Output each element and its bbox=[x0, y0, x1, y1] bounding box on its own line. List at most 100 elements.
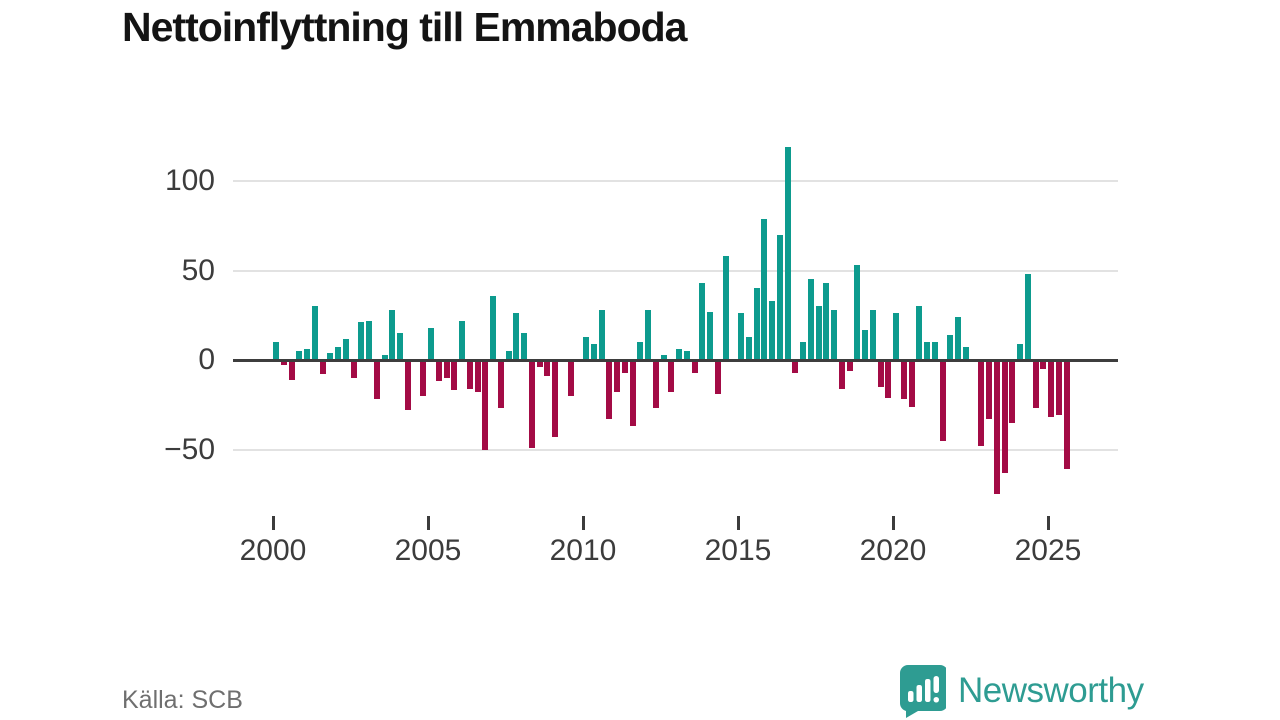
bar-quarter-2015Q4 bbox=[761, 218, 768, 360]
bar-quarter-2018Q1 bbox=[831, 309, 837, 360]
bar-quarter-2002Q3 bbox=[350, 360, 357, 378]
bar-quarter-2020Q4 bbox=[916, 306, 923, 360]
bar-quarter-2004Q2 bbox=[404, 360, 411, 411]
bar-quarter-2009Q1 bbox=[552, 360, 558, 437]
bar-quarter-2007Q1 bbox=[490, 295, 496, 360]
bar-quarter-2009Q3 bbox=[567, 360, 574, 396]
y-axis-label-100: 100 bbox=[164, 164, 215, 197]
zero-axis-line bbox=[233, 358, 1118, 362]
bar-quarter-2000Q2 bbox=[280, 360, 287, 366]
bar-quarter-2022Q1 bbox=[955, 317, 961, 360]
bar-quarter-2025Q3 bbox=[1063, 360, 1070, 470]
bar-quarter-2006Q1 bbox=[459, 320, 465, 360]
bar-quarter-2022Q4 bbox=[978, 360, 985, 446]
bar-quarter-2006Q3 bbox=[474, 360, 481, 393]
gridline-y50 bbox=[233, 269, 1118, 272]
y-axis-label--50: −50 bbox=[164, 432, 215, 466]
y-axis-label-0: 0 bbox=[198, 343, 215, 376]
bar-quarter-2007Q3 bbox=[505, 351, 512, 360]
bar-quarter-2010Q2 bbox=[590, 343, 597, 360]
bar-quarter-2008Q4 bbox=[544, 360, 551, 377]
newsworthy-logo-icon bbox=[900, 665, 946, 718]
bar-quarter-2019Q4 bbox=[885, 360, 892, 398]
bar-quarter-2023Q4 bbox=[1009, 360, 1016, 423]
bar-quarter-2023Q3 bbox=[1001, 360, 1008, 473]
gridline-y100 bbox=[233, 180, 1118, 182]
bar-quarter-2017Q1 bbox=[800, 342, 806, 360]
bar-quarter-2017Q3 bbox=[815, 306, 822, 360]
x-axis-label-2025: 2025 bbox=[1014, 534, 1082, 567]
newsworthy-logo: Newsworthy bbox=[896, 664, 1144, 718]
bar-quarter-2012Q1 bbox=[645, 309, 651, 360]
bar-quarter-2006Q2 bbox=[466, 360, 473, 389]
bar-quarter-2012Q3 bbox=[660, 354, 667, 360]
bar-quarter-2016Q4 bbox=[792, 360, 799, 373]
bar-quarter-2020Q3 bbox=[908, 360, 915, 407]
bar-quarter-2010Q4 bbox=[606, 360, 613, 420]
bar-quarter-2000Q3 bbox=[288, 360, 295, 380]
bar-quarter-2013Q3 bbox=[691, 360, 698, 373]
bar-quarter-2005Q1 bbox=[428, 327, 434, 360]
bar-quarter-2020Q2 bbox=[900, 360, 907, 400]
bar-quarter-2017Q2 bbox=[807, 279, 814, 360]
bar-quarter-2014Q1 bbox=[707, 311, 713, 360]
bar-quarter-2003Q4 bbox=[389, 309, 396, 360]
bar-quarter-2016Q1 bbox=[769, 300, 775, 360]
bar-quarter-2008Q2 bbox=[528, 360, 535, 448]
bar-quarter-2002Q4 bbox=[358, 322, 365, 360]
bar-quarter-2014Q2 bbox=[714, 360, 721, 394]
bar-quarter-2018Q2 bbox=[838, 360, 845, 389]
bar-quarter-2012Q2 bbox=[652, 360, 659, 409]
bar-quarter-2024Q3 bbox=[1032, 360, 1039, 409]
bar-quarter-2005Q2 bbox=[435, 360, 442, 382]
bar-quarter-2019Q2 bbox=[869, 309, 876, 360]
x-axis-tick-2025 bbox=[1046, 516, 1050, 530]
bar-quarter-2008Q1 bbox=[521, 333, 527, 360]
x-axis-tick-2005 bbox=[426, 516, 430, 530]
bar-quarter-2018Q4 bbox=[854, 265, 861, 360]
x-axis-tick-2010 bbox=[581, 516, 585, 530]
bar-quarter-2024Q1 bbox=[1017, 343, 1023, 360]
bar-quarter-2006Q4 bbox=[482, 360, 489, 450]
bar-quarter-2016Q2 bbox=[776, 234, 783, 360]
brand-name: Newsworthy bbox=[958, 671, 1144, 710]
bar-quarter-2013Q1 bbox=[676, 349, 682, 360]
bar-quarter-2015Q3 bbox=[753, 288, 760, 360]
bar-quarter-2004Q1 bbox=[397, 333, 403, 360]
bar-quarter-2011Q1 bbox=[614, 360, 620, 393]
bar-quarter-2004Q4 bbox=[420, 360, 427, 396]
bar-quarter-2011Q4 bbox=[637, 342, 644, 360]
bar-quarter-2024Q2 bbox=[1024, 274, 1031, 360]
bar-quarter-2003Q3 bbox=[381, 354, 388, 360]
source-label: Källa: SCB bbox=[122, 686, 243, 714]
bar-quarter-2016Q3 bbox=[784, 146, 791, 360]
bar-quarter-2005Q3 bbox=[443, 360, 450, 378]
x-axis-tick-2000 bbox=[271, 516, 275, 530]
bar-quarter-2017Q4 bbox=[823, 283, 830, 360]
bar-quarter-2014Q3 bbox=[722, 256, 729, 360]
bar-quarter-2021Q1 bbox=[924, 342, 930, 360]
bar-quarter-2015Q1 bbox=[738, 313, 744, 360]
bar-quarter-2025Q1 bbox=[1048, 360, 1054, 418]
bar-quarter-2000Q1 bbox=[273, 342, 279, 360]
bar-quarter-2018Q3 bbox=[846, 360, 853, 371]
bar-quarter-2007Q4 bbox=[513, 313, 520, 360]
bar-quarter-2002Q2 bbox=[342, 338, 349, 360]
x-axis-label-2010: 2010 bbox=[549, 534, 617, 567]
bar-quarter-2023Q2 bbox=[993, 360, 1000, 495]
bar-quarter-2021Q2 bbox=[931, 342, 938, 360]
bar-quarter-2020Q1 bbox=[893, 313, 899, 360]
gridline-y-50 bbox=[233, 448, 1118, 451]
bar-quarter-2013Q4 bbox=[699, 283, 706, 360]
bar-quarter-2001Q3 bbox=[319, 360, 326, 375]
bar-quarter-2013Q2 bbox=[683, 351, 690, 360]
bar-quarter-2001Q4 bbox=[327, 352, 334, 360]
x-axis-tick-2015 bbox=[736, 516, 740, 530]
bar-quarter-2012Q4 bbox=[668, 360, 675, 393]
bar-quarter-2021Q4 bbox=[947, 334, 954, 360]
bar-quarter-2002Q1 bbox=[335, 347, 341, 360]
bar-quarter-2008Q3 bbox=[536, 360, 543, 368]
x-axis-label-2020: 2020 bbox=[859, 534, 927, 567]
chart-title: Nettoinflyttning till Emmaboda bbox=[122, 4, 687, 50]
bar-quarter-2019Q3 bbox=[877, 360, 884, 387]
